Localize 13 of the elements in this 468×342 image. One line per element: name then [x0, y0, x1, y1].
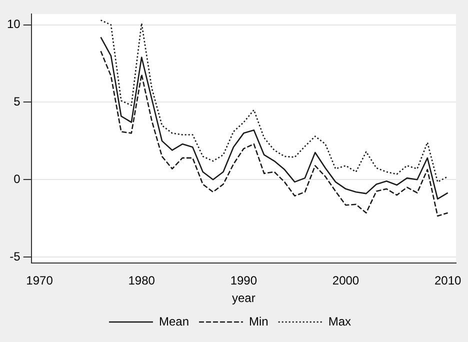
- y-tick-label: -5: [10, 249, 21, 264]
- y-tick-label: 0: [14, 172, 21, 186]
- x-axis-title: year: [232, 291, 256, 306]
- legend-label: Mean: [158, 314, 190, 328]
- x-tick-label: 2000: [332, 274, 360, 288]
- x-tick-label: 1990: [230, 274, 258, 288]
- y-tick-label: 5: [14, 94, 21, 109]
- x-tick-label: 2010: [434, 274, 462, 288]
- legend-label: Min: [249, 314, 268, 328]
- x-tick-label: 1970: [26, 274, 54, 288]
- legend-label: Max: [328, 314, 352, 328]
- x-tick-label: 1980: [128, 274, 156, 288]
- y-tick-label: 10: [6, 17, 21, 32]
